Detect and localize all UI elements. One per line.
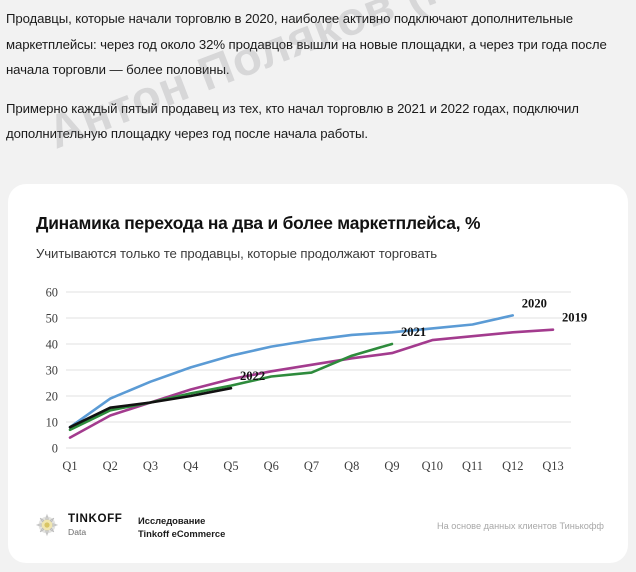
x-axis-tick: Q5 <box>223 459 238 473</box>
tinkoff-logo-text: TINKOFF Data <box>68 511 123 538</box>
y-axis-tick: 50 <box>46 312 58 326</box>
x-axis-tick: Q11 <box>462 459 483 473</box>
x-axis-tick: Q8 <box>344 459 359 473</box>
y-axis-tick: 0 <box>52 442 58 456</box>
chart-title: Динамика перехода на два и более маркетп… <box>36 213 481 233</box>
x-axis-tick: Q9 <box>384 459 399 473</box>
y-axis-tick: 10 <box>46 416 58 430</box>
y-axis-tick: 60 <box>46 286 58 300</box>
tinkoff-logo: TINKOFF Data <box>34 512 122 538</box>
card-footer: TINKOFF Data Исследование Tinkoff eComme… <box>8 502 628 562</box>
y-axis-tick: 20 <box>46 390 58 404</box>
x-axis-tick: Q6 <box>264 459 279 473</box>
series-line-2019 <box>68 328 555 439</box>
series-label-2022: 2022 <box>240 369 265 383</box>
intro-text-block: Продавцы, которые начали торговлю в 2020… <box>0 0 636 147</box>
tinkoff-shield-icon <box>35 513 59 537</box>
x-axis-tick: Q2 <box>103 459 118 473</box>
x-axis-tick: Q4 <box>183 459 198 473</box>
chart-card: Динамика перехода на два и более маркетп… <box>8 184 628 563</box>
x-axis-tick: Q10 <box>422 459 443 473</box>
series-line-2020 <box>68 314 515 429</box>
x-axis-tick: Q3 <box>143 459 158 473</box>
brand-sub: Data <box>68 526 87 537</box>
chart-subtitle: Учитываются только те продавцы, которые … <box>36 246 438 261</box>
study-line-1: Исследование <box>138 515 206 526</box>
x-axis-tick: Q13 <box>542 459 563 473</box>
y-axis-tick: 40 <box>46 338 58 352</box>
series-line-2022 <box>68 386 233 429</box>
study-line-2: Tinkoff eCommerce <box>138 528 226 539</box>
series-label-2020: 2020 <box>522 296 547 310</box>
chart-plot-area: 0 10 20 30 40 50 60 2019 2020 2021 2022 Q1 Q2 Q3 Q4 Q5 Q… <box>8 280 628 480</box>
data-source-note: На основе данных клиентов Тинькофф <box>437 521 604 531</box>
x-axis-tick: Q1 <box>62 459 77 473</box>
x-axis-tick: Q7 <box>304 459 319 473</box>
series-label-2019: 2019 <box>562 311 587 325</box>
brand-name: TINKOFF <box>68 511 123 525</box>
intro-paragraph-2: Примерно каждый пятый продавец из тех, к… <box>6 100 579 142</box>
study-credit: Исследование Tinkoff eCommerce <box>138 514 225 540</box>
series-label-2021: 2021 <box>401 325 426 339</box>
line-chart: 0 10 20 30 40 50 60 2019 2020 2021 2022 Q1 Q2 Q3 Q4 Q5 Q… <box>46 286 588 474</box>
x-axis-tick: Q12 <box>502 459 523 473</box>
intro-paragraph-1: Продавцы, которые начали торговлю в 2020… <box>6 11 607 77</box>
series-line-2021 <box>68 342 394 432</box>
y-axis-tick: 30 <box>46 364 58 378</box>
